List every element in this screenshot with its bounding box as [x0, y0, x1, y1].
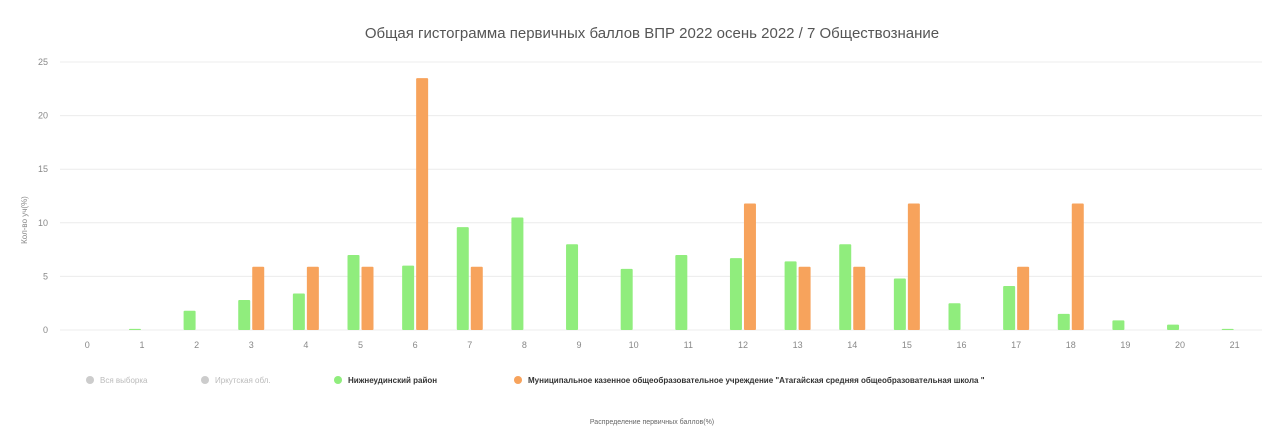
legend-marker	[201, 376, 209, 384]
bar[interactable]	[306, 266, 319, 330]
bar[interactable]	[238, 299, 251, 330]
x-tick-label: 7	[467, 340, 472, 350]
bar[interactable]	[948, 303, 961, 330]
x-tick-label: 16	[956, 340, 966, 350]
chart-title: Общая гистограмма первичных баллов ВПР 2…	[365, 25, 939, 42]
bar[interactable]	[416, 78, 429, 330]
x-tick-label: 21	[1230, 340, 1240, 350]
y-tick-label: 25	[38, 57, 48, 67]
x-tick-label: 18	[1066, 340, 1076, 350]
bar[interactable]	[252, 266, 265, 330]
bar[interactable]	[729, 258, 742, 330]
legend-marker	[334, 376, 342, 384]
legend-label: Иркутская обл.	[215, 376, 271, 385]
legend: Вся выборка Иркутская обл. Нижнеудинский р…	[86, 376, 985, 385]
y-axis-tick-labels: 0 5 10 15 20 25	[38, 57, 48, 335]
bar[interactable]	[1057, 313, 1070, 330]
bar-series	[128, 78, 1234, 330]
x-tick-label: 4	[303, 340, 308, 350]
bar[interactable]	[292, 293, 305, 330]
bar[interactable]	[511, 217, 524, 330]
bar[interactable]	[456, 227, 469, 330]
legend-item[interactable]: Нижнеудинский район	[334, 376, 437, 385]
x-tick-label: 5	[358, 340, 363, 350]
x-tick-label: 9	[577, 340, 582, 350]
legend-label: Вся выборка	[100, 376, 148, 385]
bar[interactable]	[743, 203, 756, 330]
legend-item[interactable]: Муниципальное казенное общеобразовательн…	[514, 376, 985, 385]
y-axis-title: Кол-во уч(%)	[20, 196, 29, 244]
legend-marker	[514, 376, 522, 384]
bar[interactable]	[1221, 328, 1234, 330]
x-tick-label: 3	[249, 340, 254, 350]
legend-label: Нижнеудинский район	[348, 376, 437, 385]
x-axis-tick-labels: 0 1 2 3 4 5 6 7 8 9 10 11 12 13 14 15 16 17 18 19 20 21	[85, 340, 1240, 350]
x-tick-label: 0	[85, 340, 90, 350]
bar[interactable]	[566, 244, 579, 330]
x-tick-label: 19	[1120, 340, 1130, 350]
bar[interactable]	[402, 265, 415, 330]
bar[interactable]	[853, 266, 866, 330]
x-tick-label: 8	[522, 340, 527, 350]
bar[interactable]	[907, 203, 920, 330]
bar[interactable]	[1167, 324, 1180, 330]
x-tick-label: 10	[629, 340, 639, 350]
y-tick-label: 5	[43, 271, 48, 281]
bar[interactable]	[1017, 266, 1030, 330]
x-tick-label: 1	[139, 340, 144, 350]
x-tick-label: 17	[1011, 340, 1021, 350]
legend-item[interactable]: Вся выборка	[86, 376, 148, 385]
bar[interactable]	[675, 254, 688, 330]
x-tick-label: 2	[194, 340, 199, 350]
bar[interactable]	[1071, 203, 1084, 330]
y-tick-label: 20	[38, 111, 48, 121]
bar[interactable]	[798, 266, 811, 330]
bar[interactable]	[347, 254, 360, 330]
x-tick-label: 15	[902, 340, 912, 350]
bar[interactable]	[183, 310, 196, 330]
x-tick-label: 13	[793, 340, 803, 350]
y-tick-label: 15	[38, 164, 48, 174]
x-axis-title: Распределение первичных баллов(%)	[590, 418, 714, 426]
bar[interactable]	[1003, 286, 1016, 330]
bar[interactable]	[470, 266, 483, 330]
x-tick-label: 14	[847, 340, 857, 350]
y-tick-label: 10	[38, 218, 48, 228]
bar[interactable]	[620, 268, 633, 330]
bar[interactable]	[784, 261, 797, 330]
bar[interactable]	[893, 278, 906, 330]
legend-marker	[86, 376, 94, 384]
y-tick-label: 0	[43, 325, 48, 335]
x-tick-label: 20	[1175, 340, 1185, 350]
bar[interactable]	[128, 328, 141, 330]
bar[interactable]	[839, 244, 852, 330]
x-tick-label: 11	[684, 340, 693, 350]
x-tick-label: 12	[738, 340, 748, 350]
bar[interactable]	[1112, 320, 1125, 330]
x-tick-label: 6	[413, 340, 418, 350]
bar[interactable]	[361, 266, 374, 330]
legend-label: Муниципальное казенное общеобразовательн…	[528, 376, 985, 385]
legend-item[interactable]: Иркутская обл.	[201, 376, 271, 385]
